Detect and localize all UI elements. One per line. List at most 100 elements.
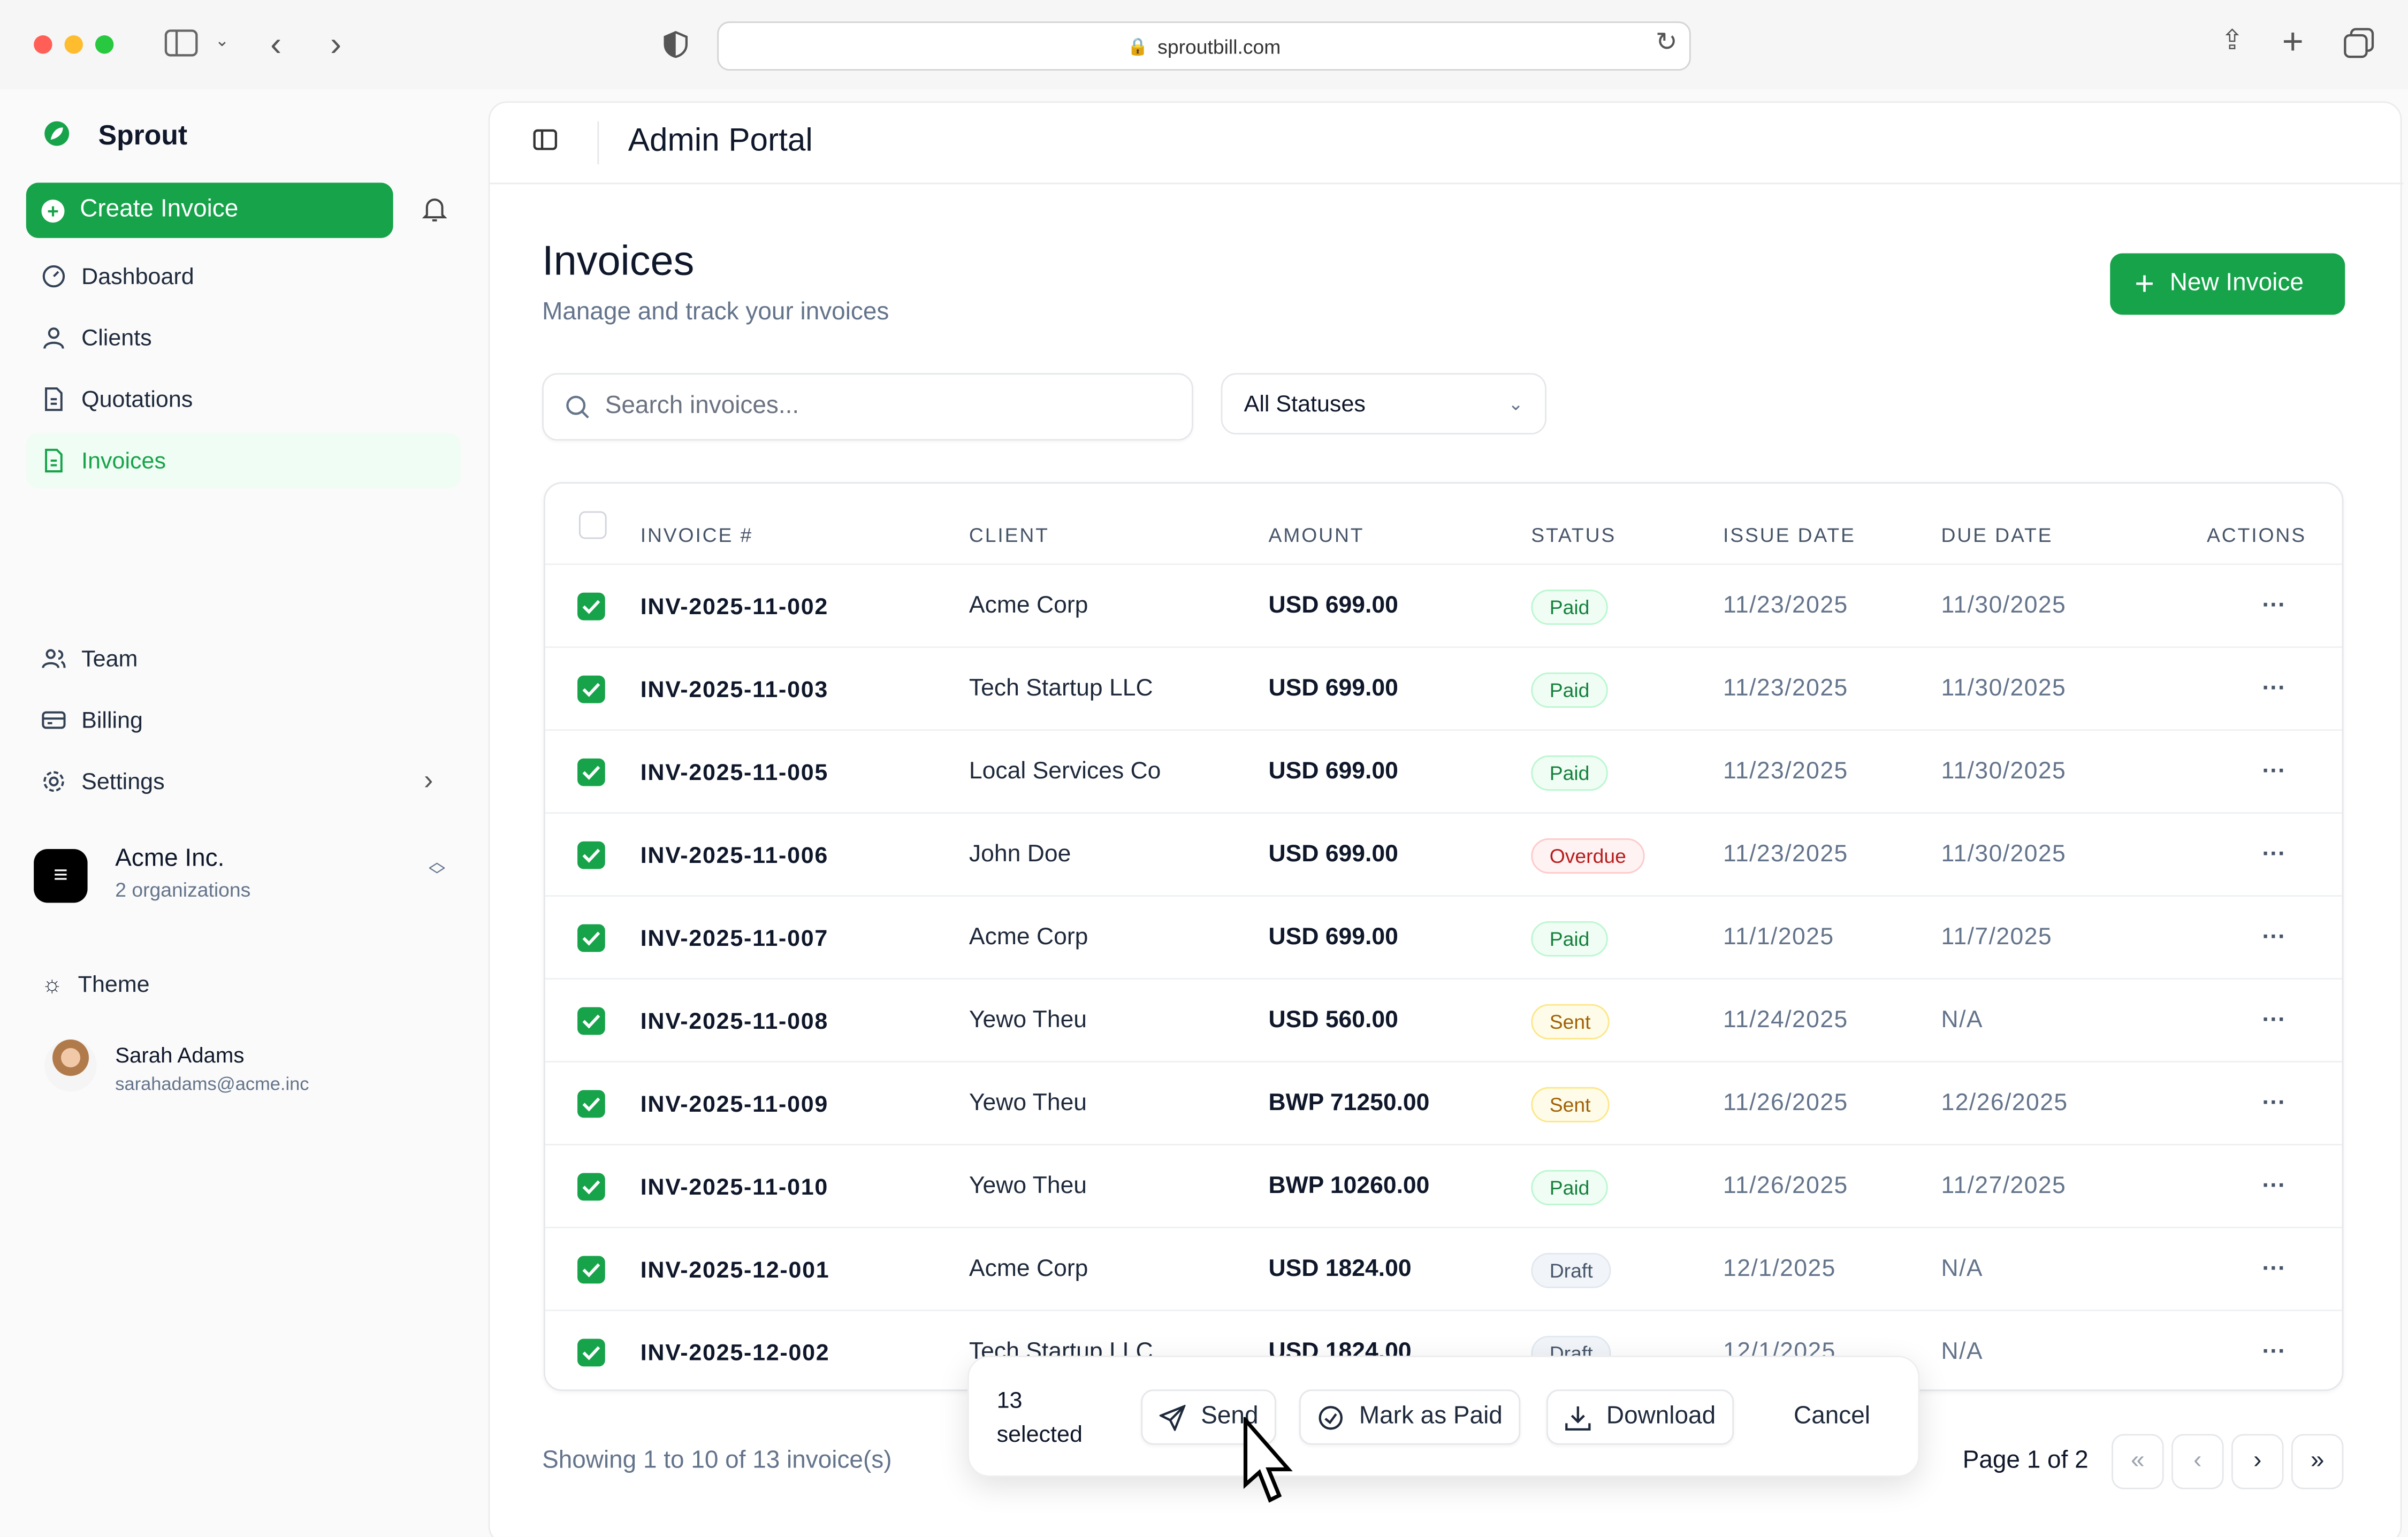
column-header-invoice[interactable]: INVOICE # bbox=[640, 523, 753, 547]
invoice-number[interactable]: INV-2025-12-001 bbox=[640, 1257, 830, 1283]
theme-toggle[interactable]: ☼ Theme bbox=[26, 957, 461, 1012]
table-row[interactable]: INV-2025-11-005 Local Services Co USD 69… bbox=[545, 729, 2342, 812]
page-title: Invoices bbox=[542, 238, 695, 284]
cancel-button[interactable]: Cancel bbox=[1794, 1403, 1870, 1429]
issue-date: 11/23/2025 bbox=[1723, 675, 1848, 702]
row-checkbox[interactable] bbox=[577, 1090, 605, 1118]
table-row[interactable]: INV-2025-11-002 Acme Corp USD 699.00 Pai… bbox=[545, 563, 2342, 646]
selection-count: 13 selected bbox=[996, 1388, 1083, 1448]
download-button[interactable]: Download bbox=[1546, 1389, 1734, 1445]
more-actions-icon[interactable]: ··· bbox=[2262, 924, 2286, 951]
row-checkbox[interactable] bbox=[577, 1007, 605, 1035]
bell-icon[interactable] bbox=[422, 196, 447, 223]
new-tab-icon[interactable]: + bbox=[2282, 21, 2304, 63]
status-badge: Paid bbox=[1531, 671, 1608, 707]
select-all-checkbox[interactable] bbox=[578, 511, 607, 539]
forward-icon[interactable]: › bbox=[330, 24, 342, 63]
invoice-number[interactable]: INV-2025-11-010 bbox=[640, 1174, 829, 1200]
sidebar-item-quotations[interactable]: Quotations bbox=[26, 372, 461, 427]
minimize-window-button[interactable] bbox=[64, 35, 83, 54]
row-checkbox[interactable] bbox=[577, 1339, 605, 1367]
chevron-right-icon[interactable]: › bbox=[424, 764, 433, 796]
more-actions-icon[interactable]: ··· bbox=[2262, 841, 2286, 868]
invoices-table: INVOICE # CLIENT AMOUNT STATUS ISSUE DAT… bbox=[543, 482, 2344, 1391]
previous-page-button[interactable]: ‹ bbox=[2171, 1434, 2224, 1489]
tabs-overview-icon[interactable] bbox=[2343, 28, 2374, 58]
url-text: sproutbill.com bbox=[1157, 34, 1281, 58]
bulk-action-bar: 13 selected Send Mark as Paid Download Ca… bbox=[967, 1356, 1920, 1477]
amount: USD 1824.00 bbox=[1268, 1256, 1412, 1282]
column-header-issue-date[interactable]: ISSUE DATE bbox=[1723, 523, 1856, 547]
row-checkbox[interactable] bbox=[577, 924, 605, 952]
sidebar-item-label: Quotations bbox=[81, 386, 193, 412]
more-actions-icon[interactable]: ··· bbox=[2262, 1339, 2286, 1365]
mark-as-paid-button[interactable]: Mark as Paid bbox=[1299, 1389, 1521, 1445]
invoice-number[interactable]: INV-2025-11-002 bbox=[640, 593, 829, 620]
more-actions-icon[interactable]: ··· bbox=[2262, 1256, 2286, 1282]
amount: USD 699.00 bbox=[1268, 592, 1398, 619]
invoice-number[interactable]: INV-2025-11-007 bbox=[640, 925, 829, 951]
column-header-due-date[interactable]: DUE DATE bbox=[1941, 523, 2053, 547]
row-checkbox[interactable] bbox=[577, 1256, 605, 1284]
first-page-button[interactable]: « bbox=[2112, 1434, 2164, 1489]
chevron-down-icon[interactable]: ⌄ bbox=[215, 32, 230, 51]
more-actions-icon[interactable]: ··· bbox=[2262, 1173, 2286, 1199]
table-row[interactable]: INV-2025-11-006 John Doe USD 699.00 Over… bbox=[545, 812, 2342, 895]
sidebar-item-team[interactable]: Team bbox=[26, 631, 461, 686]
column-header-status[interactable]: STATUS bbox=[1531, 523, 1617, 547]
more-actions-icon[interactable]: ··· bbox=[2262, 1007, 2286, 1034]
reload-icon[interactable]: ↻ bbox=[1655, 27, 1678, 57]
org-switcher[interactable]: ≡ Acme Inc. 2 organizations ︿ ﹀ bbox=[26, 838, 461, 915]
status-filter-value: All Statuses bbox=[1244, 391, 1366, 417]
back-icon[interactable]: ‹ bbox=[270, 24, 282, 63]
row-checkbox[interactable] bbox=[577, 592, 605, 621]
more-actions-icon[interactable]: ··· bbox=[2262, 675, 2286, 702]
shield-icon[interactable] bbox=[664, 30, 688, 58]
invoice-number[interactable]: INV-2025-11-006 bbox=[640, 842, 829, 868]
status-badge: Sent bbox=[1531, 1086, 1609, 1122]
more-actions-icon[interactable]: ··· bbox=[2262, 758, 2286, 785]
new-invoice-button[interactable]: + New Invoice bbox=[2110, 253, 2345, 315]
invoice-number[interactable]: INV-2025-11-008 bbox=[640, 1008, 829, 1034]
client-name: Acme Corp bbox=[969, 592, 1088, 619]
sidebar-item-settings[interactable]: Settings bbox=[26, 754, 461, 809]
sidebar-item-clients[interactable]: Clients bbox=[26, 310, 461, 365]
table-row[interactable]: INV-2025-11-008 Yewo Theu USD 560.00 Sen… bbox=[545, 978, 2342, 1061]
sidebar-item-invoices[interactable]: Invoices bbox=[26, 433, 461, 488]
last-page-button[interactable]: » bbox=[2291, 1434, 2344, 1489]
more-actions-icon[interactable]: ··· bbox=[2262, 592, 2286, 619]
share-icon[interactable]: ⇪ bbox=[2220, 24, 2244, 56]
due-date: N/A bbox=[1941, 1339, 1984, 1365]
sidebar-item-dashboard[interactable]: Dashboard bbox=[26, 249, 461, 304]
panel-toggle-icon[interactable] bbox=[533, 129, 558, 150]
column-header-client[interactable]: CLIENT bbox=[969, 523, 1049, 547]
status-badge: Paid bbox=[1531, 588, 1608, 624]
row-checkbox[interactable] bbox=[577, 841, 605, 869]
invoice-number[interactable]: INV-2025-11-005 bbox=[640, 759, 829, 785]
row-checkbox[interactable] bbox=[577, 1173, 605, 1201]
table-row[interactable]: INV-2025-11-007 Acme Corp USD 699.00 Pai… bbox=[545, 895, 2342, 978]
sidebar-toggle-icon[interactable] bbox=[163, 28, 200, 58]
user-profile[interactable]: Sarah Adams sarahadams@acme.inc bbox=[26, 1033, 461, 1100]
table-row[interactable]: INV-2025-11-003 Tech Startup LLC USD 699… bbox=[545, 646, 2342, 729]
invoice-number[interactable]: INV-2025-12-002 bbox=[640, 1339, 830, 1366]
status-badge: Overdue bbox=[1531, 837, 1645, 873]
invoice-number[interactable]: INV-2025-11-009 bbox=[640, 1091, 829, 1117]
address-bar[interactable]: 🔒 sproutbill.com bbox=[717, 21, 1691, 71]
create-invoice-button[interactable]: + Create Invoice bbox=[26, 182, 393, 238]
sidebar-item-billing[interactable]: Billing bbox=[26, 692, 461, 747]
next-page-button[interactable]: › bbox=[2231, 1434, 2284, 1489]
table-row[interactable]: INV-2025-12-001 Acme Corp USD 1824.00 Dr… bbox=[545, 1227, 2342, 1310]
column-header-amount[interactable]: AMOUNT bbox=[1268, 523, 1365, 547]
more-actions-icon[interactable]: ··· bbox=[2262, 1090, 2286, 1117]
close-window-button[interactable] bbox=[34, 35, 52, 54]
status-filter-select[interactable]: All Statuses ⌄ bbox=[1221, 373, 1546, 435]
search-input[interactable]: Search invoices... bbox=[542, 373, 1193, 441]
due-date: 11/27/2025 bbox=[1941, 1173, 2067, 1199]
table-row[interactable]: INV-2025-11-009 Yewo Theu BWP 71250.00 S… bbox=[545, 1061, 2342, 1144]
maximize-window-button[interactable] bbox=[95, 35, 114, 54]
invoice-number[interactable]: INV-2025-11-003 bbox=[640, 676, 829, 702]
row-checkbox[interactable] bbox=[577, 758, 605, 786]
row-checkbox[interactable] bbox=[577, 675, 605, 703]
table-row[interactable]: INV-2025-11-010 Yewo Theu BWP 10260.00 P… bbox=[545, 1144, 2342, 1227]
